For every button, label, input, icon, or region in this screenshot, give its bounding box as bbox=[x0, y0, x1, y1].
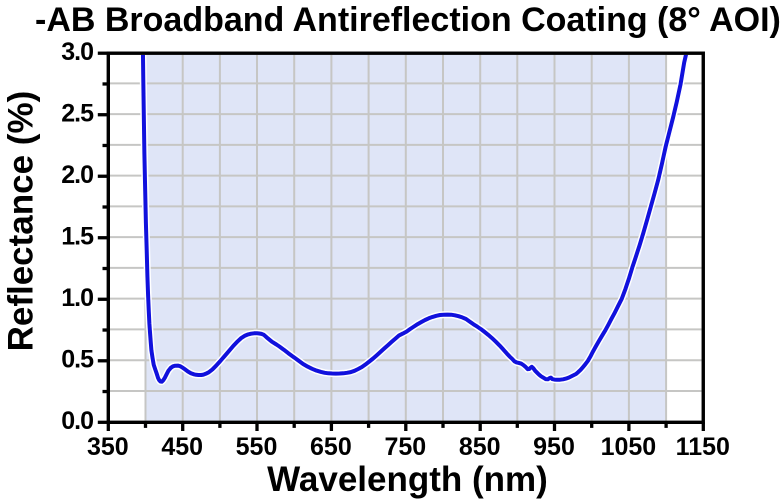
svg-text:550: 550 bbox=[236, 433, 278, 461]
svg-text:450: 450 bbox=[161, 433, 203, 461]
svg-text:1.0: 1.0 bbox=[61, 284, 93, 312]
svg-text:Wavelength (nm): Wavelength (nm) bbox=[267, 460, 548, 499]
svg-text:0.5: 0.5 bbox=[61, 346, 94, 374]
svg-text:0.0: 0.0 bbox=[61, 407, 93, 435]
svg-text:2.5: 2.5 bbox=[61, 100, 94, 128]
svg-text:1050: 1050 bbox=[601, 433, 657, 461]
svg-text:350: 350 bbox=[87, 433, 129, 461]
svg-text:650: 650 bbox=[310, 433, 352, 461]
svg-text:1.5: 1.5 bbox=[61, 223, 94, 251]
svg-text:Reflectance (%): Reflectance (%) bbox=[2, 91, 41, 352]
svg-text:1150: 1150 bbox=[676, 433, 730, 461]
svg-text:2.0: 2.0 bbox=[61, 161, 93, 189]
svg-text:3.0: 3.0 bbox=[61, 38, 93, 66]
svg-text:750: 750 bbox=[384, 433, 426, 461]
svg-text:850: 850 bbox=[459, 433, 501, 461]
svg-text:950: 950 bbox=[533, 433, 575, 461]
